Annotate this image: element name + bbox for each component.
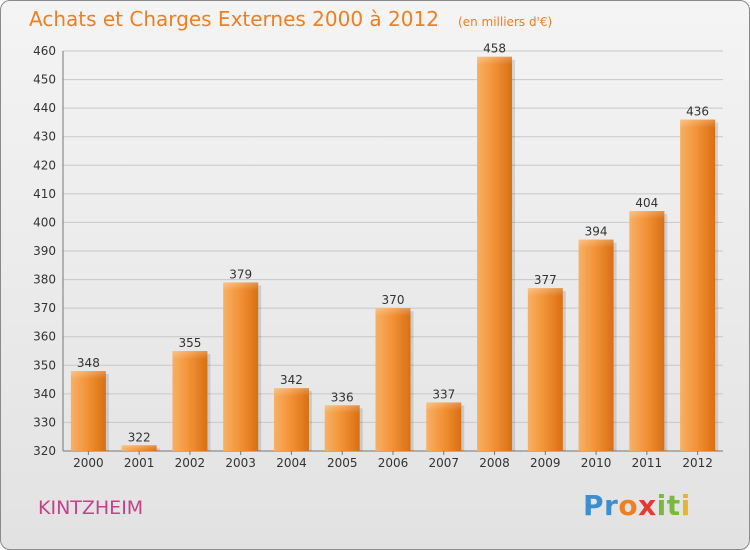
x-tick-label: 2011 bbox=[632, 456, 663, 470]
bar bbox=[477, 56, 513, 451]
bar bbox=[578, 239, 614, 451]
bar-highlight bbox=[527, 288, 563, 297]
logo-letter: P bbox=[583, 489, 605, 522]
x-tick-label: 2006 bbox=[378, 456, 409, 470]
bars bbox=[70, 56, 719, 452]
value-label: 370 bbox=[382, 293, 405, 307]
y-tick-label: 340 bbox=[33, 387, 56, 401]
y-tick-label: 330 bbox=[33, 415, 56, 429]
y-tick-label: 320 bbox=[33, 444, 56, 458]
value-label: 342 bbox=[280, 373, 303, 387]
y-tick-label: 410 bbox=[33, 187, 56, 201]
x-tick-labels: 2000 2001 2002 2003 2004 2005 2006 2007 2008 2009… bbox=[73, 451, 713, 470]
y-tick-label: 390 bbox=[33, 244, 56, 258]
logo-letter: r bbox=[604, 489, 619, 522]
value-label: 348 bbox=[77, 356, 100, 370]
location-label: KINTZHEIM bbox=[38, 497, 144, 519]
value-label: 355 bbox=[178, 336, 201, 350]
bar bbox=[223, 282, 259, 451]
x-tick-label: 2009 bbox=[530, 456, 561, 470]
y-tick-label: 360 bbox=[33, 330, 56, 344]
x-tick-label: 2004 bbox=[276, 456, 307, 470]
bar bbox=[273, 388, 309, 451]
bar-highlight bbox=[680, 119, 716, 128]
x-tick-label: 2005 bbox=[327, 456, 358, 470]
y-tick-label: 420 bbox=[33, 158, 56, 172]
title-row: Achats et Charges Externes 2000 à 2012 (… bbox=[29, 7, 552, 31]
proxiti-logo: Proxiti bbox=[583, 489, 691, 522]
y-tick-label: 400 bbox=[33, 215, 56, 229]
logo-letter: t bbox=[666, 489, 681, 522]
value-label: 336 bbox=[331, 390, 354, 404]
bar bbox=[629, 211, 665, 451]
x-tick-label: 2012 bbox=[682, 456, 713, 470]
value-label: 377 bbox=[534, 273, 557, 287]
value-label: 404 bbox=[635, 196, 658, 210]
bar-highlight bbox=[375, 308, 411, 317]
bar-highlight bbox=[578, 239, 614, 248]
value-label: 379 bbox=[229, 267, 252, 281]
bar bbox=[527, 288, 563, 451]
x-tick-label: 2003 bbox=[225, 456, 256, 470]
bar bbox=[680, 119, 716, 452]
bar bbox=[70, 371, 106, 451]
logo-letter: x bbox=[638, 489, 657, 522]
value-label: 322 bbox=[128, 430, 151, 444]
x-tick-label: 2001 bbox=[124, 456, 155, 470]
x-tick-label: 2010 bbox=[581, 456, 612, 470]
y-tick-label: 460 bbox=[33, 44, 56, 58]
bar-highlight bbox=[223, 282, 259, 291]
value-label: 458 bbox=[483, 42, 506, 56]
x-tick-label: 2000 bbox=[73, 456, 104, 470]
x-tick-label: 2007 bbox=[428, 456, 459, 470]
x-tick-label: 2002 bbox=[175, 456, 206, 470]
bar bbox=[426, 402, 462, 451]
logo-letter: o bbox=[618, 489, 639, 522]
value-label: 436 bbox=[686, 105, 709, 119]
y-tick-label: 350 bbox=[33, 358, 56, 372]
y-tick-label: 450 bbox=[33, 73, 56, 87]
y-tick-label: 370 bbox=[33, 301, 56, 315]
y-tick-label: 430 bbox=[33, 130, 56, 144]
logo-letter: i bbox=[680, 489, 691, 522]
y-tick-labels: 320 330 340 350 360 370 380 390 400 410 420 430 440 4… bbox=[33, 44, 56, 458]
bar-highlight bbox=[172, 351, 208, 359]
unit-note: (en milliers d'€) bbox=[458, 15, 553, 29]
bar-highlight bbox=[70, 371, 106, 379]
bar bbox=[375, 308, 411, 451]
bar-highlight bbox=[477, 56, 513, 65]
bar-highlight bbox=[273, 388, 309, 397]
logo-letter: i bbox=[656, 489, 667, 522]
bar-highlight bbox=[629, 211, 665, 219]
chart-title: Achats et Charges Externes 2000 à 2012 bbox=[29, 7, 439, 31]
value-label: 394 bbox=[585, 225, 608, 239]
value-label: 337 bbox=[432, 387, 455, 401]
bar-highlight bbox=[324, 405, 360, 414]
bar bbox=[172, 351, 208, 451]
y-tick-label: 440 bbox=[33, 101, 56, 115]
x-tick-label: 2008 bbox=[479, 456, 510, 470]
bar-highlight bbox=[121, 445, 157, 451]
bar-highlight bbox=[426, 402, 462, 411]
value-labels: 348 322 355 379 342 336 370 337 458 377 394 404 436 bbox=[77, 42, 709, 445]
y-tick-label: 380 bbox=[33, 273, 56, 287]
